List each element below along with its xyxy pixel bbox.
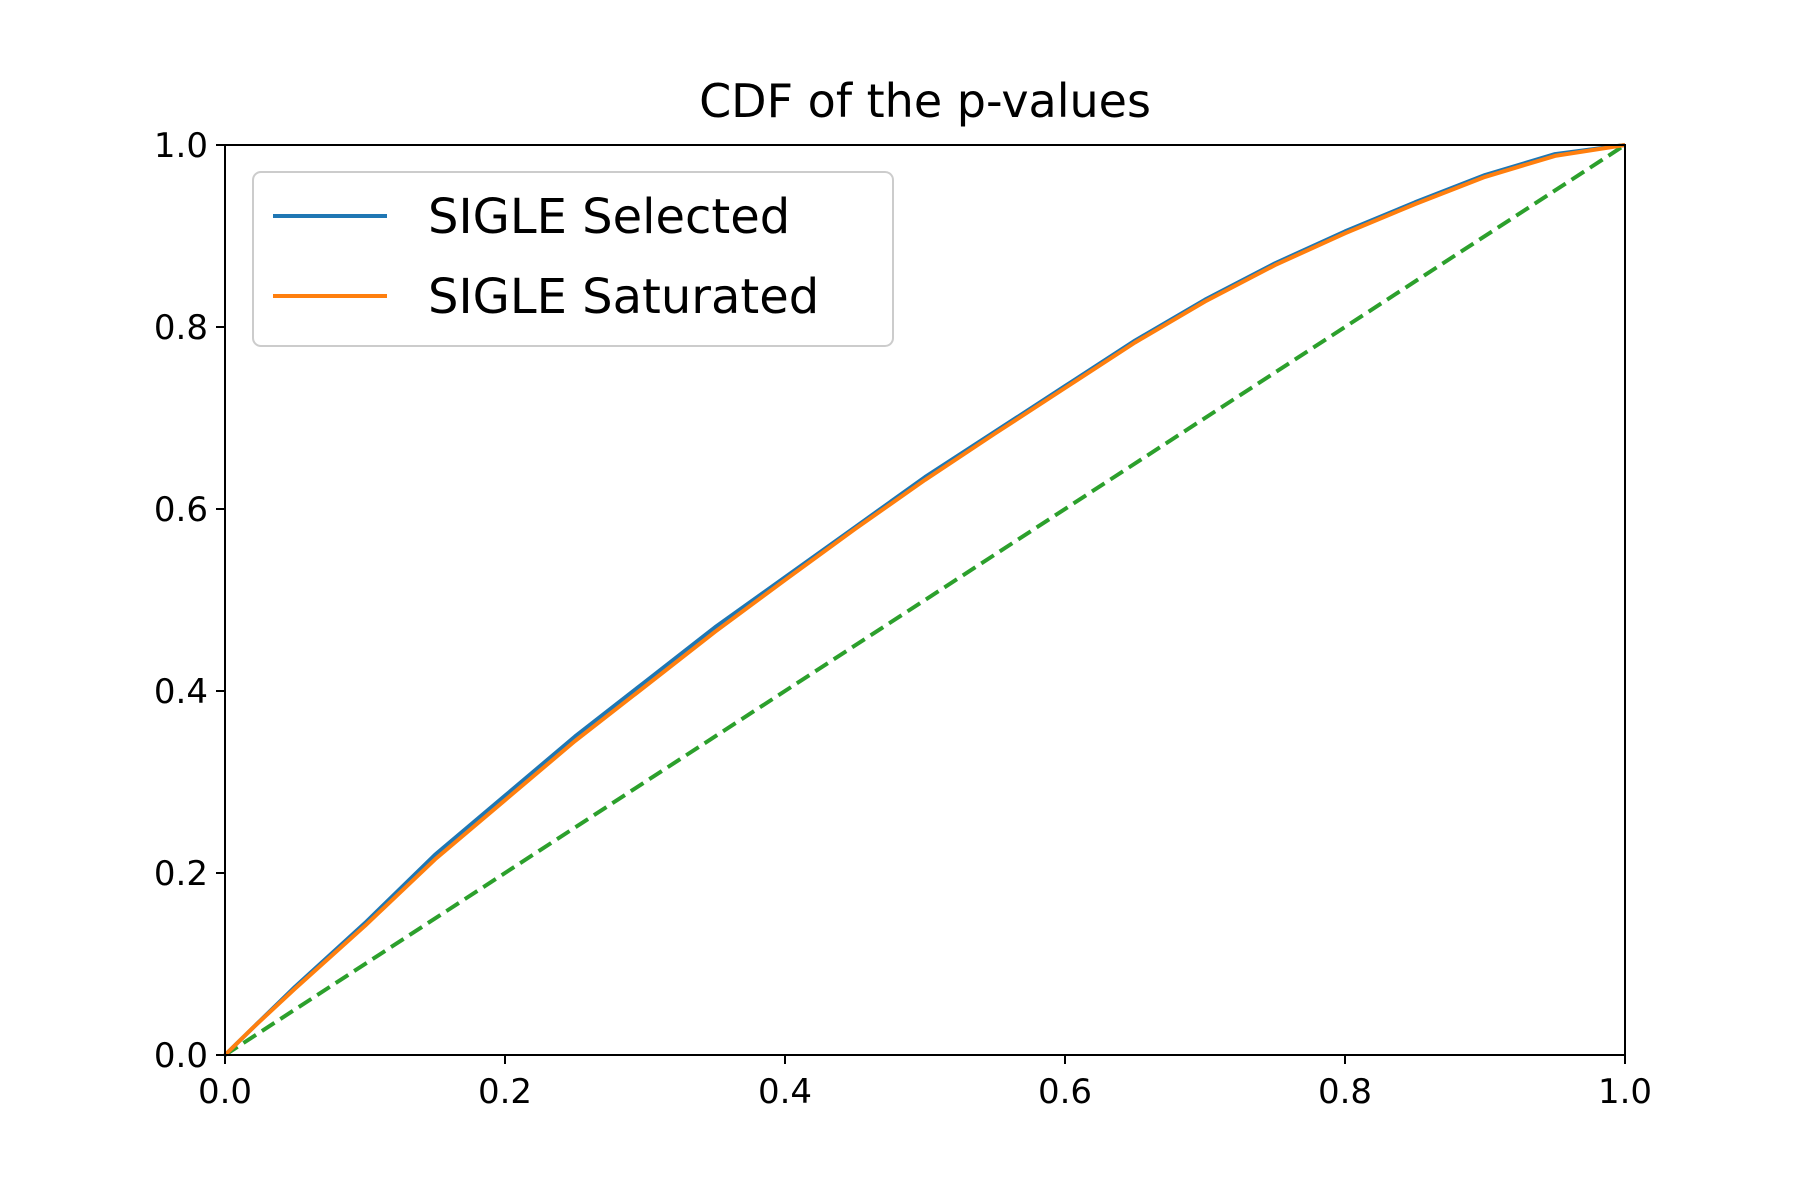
legend-label-sigle-selected: SIGLE Selected [428, 189, 790, 245]
x-tick-label: 1.0 [1598, 1072, 1652, 1112]
series-line-sigle-saturated [223, 143, 1626, 1057]
y-tick-label: 0.6 [154, 490, 208, 530]
x-tick-label: 0.4 [758, 1072, 812, 1112]
x-tick-label: 0.2 [478, 1072, 532, 1112]
y-tick-label: 0.2 [154, 854, 208, 894]
y-tick-label: 0.4 [154, 672, 208, 712]
plot-frame [224, 144, 1626, 1056]
series-layer [223, 143, 1627, 1057]
x-tick-label: 0.6 [1038, 1072, 1092, 1112]
chart-title: CDF of the p-values [699, 74, 1151, 128]
x-tick-label: 0.8 [1318, 1072, 1372, 1112]
y-tick-label: 0.0 [154, 1036, 208, 1076]
ticks-layer: 0.0 0.2 0.4 0.6 0.8 1.0 0.0 0.2 0.4 0.6 0.8 1.0 [154, 126, 1652, 1112]
series-line-reference-diagonal [223, 143, 1627, 1057]
legend-box [252, 171, 894, 347]
legend-label-sigle-saturated: SIGLE Saturated [428, 269, 819, 325]
y-tick-label: 0.8 [154, 308, 208, 348]
x-tick-label: 0.0 [198, 1072, 252, 1112]
legend: SIGLE Selected SIGLE Saturated [252, 171, 894, 347]
y-tick-label: 1.0 [154, 126, 208, 166]
